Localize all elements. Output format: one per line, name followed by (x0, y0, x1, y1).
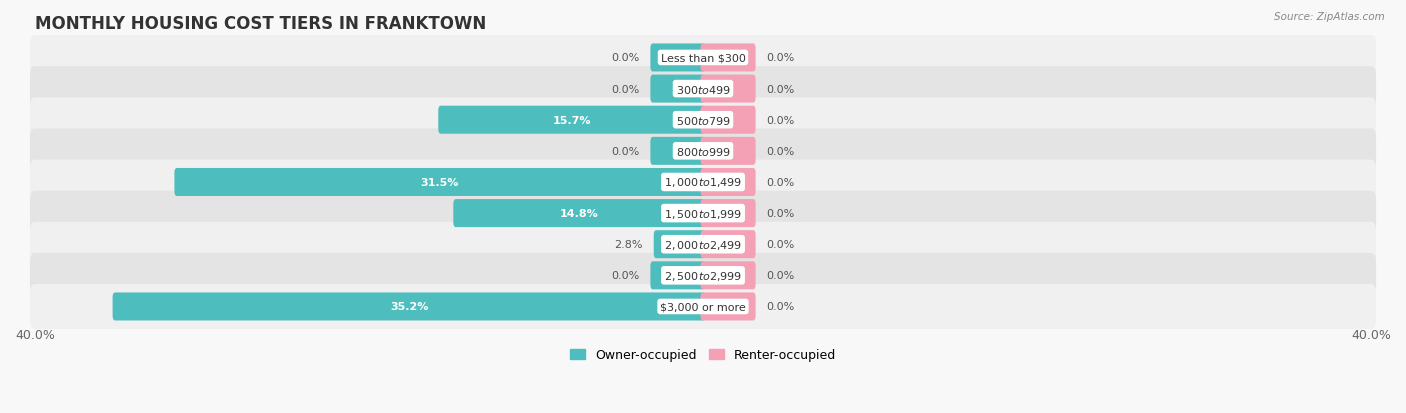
Text: 0.0%: 0.0% (766, 271, 794, 281)
Text: 0.0%: 0.0% (766, 178, 794, 188)
Text: 0.0%: 0.0% (766, 53, 794, 63)
FancyBboxPatch shape (700, 138, 755, 166)
Text: 0.0%: 0.0% (766, 209, 794, 218)
FancyBboxPatch shape (453, 199, 706, 228)
FancyBboxPatch shape (700, 107, 755, 134)
FancyBboxPatch shape (174, 169, 706, 197)
Text: 0.0%: 0.0% (612, 84, 640, 94)
FancyBboxPatch shape (651, 76, 706, 103)
FancyBboxPatch shape (700, 199, 755, 228)
FancyBboxPatch shape (700, 293, 755, 321)
FancyBboxPatch shape (700, 76, 755, 103)
FancyBboxPatch shape (30, 67, 1376, 112)
Text: 0.0%: 0.0% (612, 53, 640, 63)
FancyBboxPatch shape (30, 160, 1376, 205)
Text: 0.0%: 0.0% (766, 115, 794, 126)
FancyBboxPatch shape (30, 129, 1376, 174)
FancyBboxPatch shape (700, 262, 755, 290)
Text: 0.0%: 0.0% (766, 147, 794, 157)
FancyBboxPatch shape (651, 138, 706, 166)
FancyBboxPatch shape (651, 44, 706, 72)
Text: $800 to $999: $800 to $999 (675, 145, 731, 157)
Text: Less than $300: Less than $300 (661, 53, 745, 63)
FancyBboxPatch shape (30, 191, 1376, 236)
Text: $1,500 to $1,999: $1,500 to $1,999 (664, 207, 742, 220)
Text: 0.0%: 0.0% (766, 240, 794, 249)
Text: $500 to $799: $500 to $799 (675, 114, 731, 126)
Text: 14.8%: 14.8% (560, 209, 599, 218)
FancyBboxPatch shape (112, 293, 706, 321)
Text: 0.0%: 0.0% (766, 302, 794, 312)
FancyBboxPatch shape (30, 36, 1376, 81)
FancyBboxPatch shape (700, 169, 755, 197)
Text: MONTHLY HOUSING COST TIERS IN FRANKTOWN: MONTHLY HOUSING COST TIERS IN FRANKTOWN (35, 15, 486, 33)
FancyBboxPatch shape (651, 262, 706, 290)
Text: $300 to $499: $300 to $499 (675, 83, 731, 95)
FancyBboxPatch shape (30, 98, 1376, 143)
Text: 0.0%: 0.0% (766, 84, 794, 94)
Text: Source: ZipAtlas.com: Source: ZipAtlas.com (1274, 12, 1385, 22)
Text: 35.2%: 35.2% (389, 302, 429, 312)
FancyBboxPatch shape (30, 222, 1376, 267)
Legend: Owner-occupied, Renter-occupied: Owner-occupied, Renter-occupied (565, 343, 841, 366)
Text: 0.0%: 0.0% (612, 147, 640, 157)
FancyBboxPatch shape (700, 230, 755, 259)
Text: $1,000 to $1,499: $1,000 to $1,499 (664, 176, 742, 189)
FancyBboxPatch shape (654, 230, 706, 259)
Text: $2,500 to $2,999: $2,500 to $2,999 (664, 269, 742, 282)
FancyBboxPatch shape (700, 44, 755, 72)
Text: 15.7%: 15.7% (553, 115, 591, 126)
Text: 2.8%: 2.8% (614, 240, 643, 249)
FancyBboxPatch shape (30, 285, 1376, 329)
Text: $3,000 or more: $3,000 or more (661, 302, 745, 312)
Text: $2,000 to $2,499: $2,000 to $2,499 (664, 238, 742, 251)
Text: 0.0%: 0.0% (612, 271, 640, 281)
Text: 31.5%: 31.5% (420, 178, 460, 188)
FancyBboxPatch shape (439, 107, 706, 134)
FancyBboxPatch shape (30, 253, 1376, 298)
